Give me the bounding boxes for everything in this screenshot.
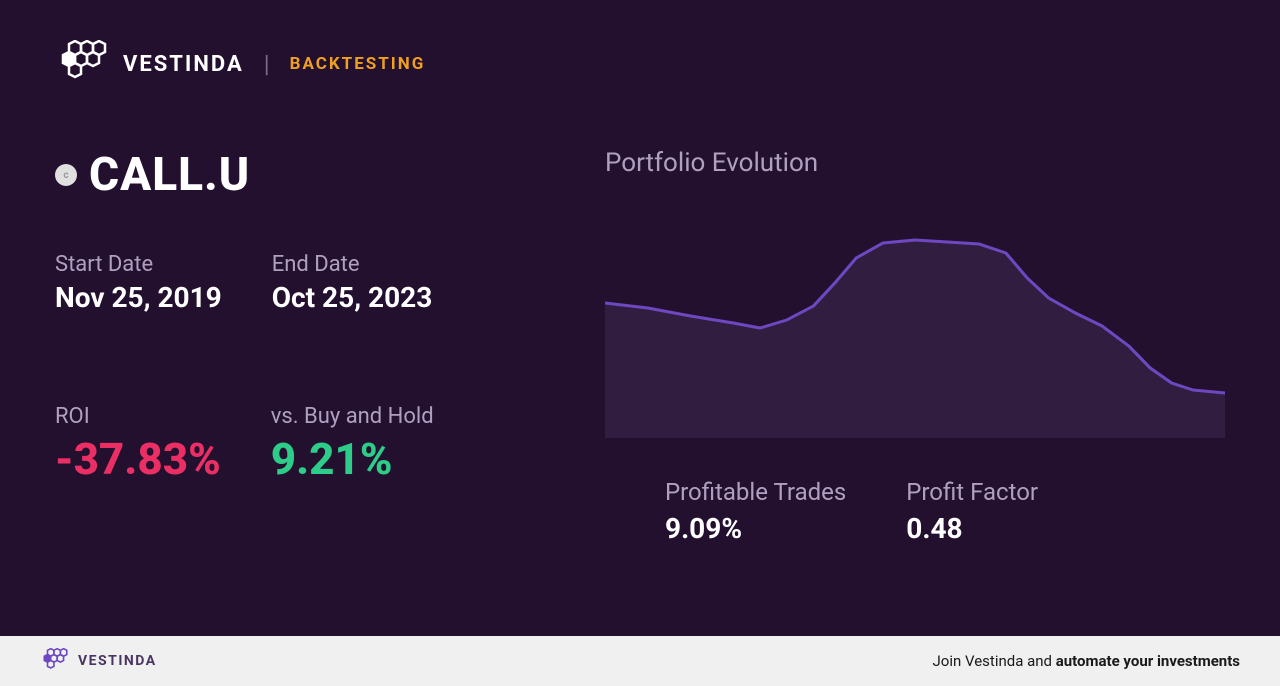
portfolio-chart	[605, 198, 1225, 438]
end-date-label: End Date	[272, 252, 433, 277]
roi-block: ROI -37.83%	[55, 404, 221, 485]
ticker-row: c CALL.U	[55, 148, 525, 202]
vestinda-footer-logo-icon	[40, 648, 70, 674]
roi-value: -37.83%	[55, 433, 221, 485]
header: VESTINDA | BACKTESTING	[55, 40, 1225, 88]
logo: VESTINDA	[55, 40, 244, 88]
end-date-block: End Date Oct 25, 2023	[272, 252, 433, 314]
footer-brand: VESTINDA	[78, 653, 157, 669]
footer-text-bold: automate your investments	[1056, 652, 1240, 670]
left-panel: c CALL.U Start Date Nov 25, 2019 End Dat…	[55, 148, 525, 545]
roi-label: ROI	[55, 404, 221, 429]
buyhold-label: vs. Buy and Hold	[271, 404, 434, 429]
divider: |	[264, 50, 270, 78]
section-label: BACKTESTING	[290, 54, 426, 74]
profitable-trades-label: Profitable Trades	[665, 478, 846, 506]
footer: VESTINDA Join Vestinda and automate your…	[0, 636, 1280, 686]
footer-logo: VESTINDA	[40, 648, 157, 674]
profitable-trades-block: Profitable Trades 9.09%	[665, 478, 846, 545]
start-date-value: Nov 25, 2019	[55, 281, 222, 314]
right-panel: Portfolio Evolution Profitable Trades 9.…	[605, 148, 1225, 545]
content: c CALL.U Start Date Nov 25, 2019 End Dat…	[55, 148, 1225, 545]
profit-factor-block: Profit Factor 0.48	[906, 478, 1038, 545]
start-date-block: Start Date Nov 25, 2019	[55, 252, 222, 314]
start-date-label: Start Date	[55, 252, 222, 277]
ticker-symbol: CALL.U	[89, 148, 250, 202]
profit-factor-label: Profit Factor	[906, 478, 1038, 506]
dates-row: Start Date Nov 25, 2019 End Date Oct 25,…	[55, 252, 525, 314]
footer-cta: Join Vestinda and automate your investme…	[933, 652, 1241, 670]
profitable-trades-value: 9.09%	[665, 512, 846, 545]
main-container: VESTINDA | BACKTESTING c CALL.U Start Da…	[0, 0, 1280, 625]
vestinda-logo-icon	[55, 40, 111, 88]
brand-name: VESTINDA	[123, 52, 244, 77]
metrics-row: ROI -37.83% vs. Buy and Hold 9.21%	[55, 404, 525, 485]
footer-text-prefix: Join Vestinda and	[933, 652, 1056, 670]
right-metrics: Profitable Trades 9.09% Profit Factor 0.…	[605, 478, 1225, 545]
buyhold-value: 9.21%	[271, 433, 434, 485]
buyhold-block: vs. Buy and Hold 9.21%	[271, 404, 434, 485]
end-date-value: Oct 25, 2023	[272, 281, 433, 314]
ticker-icon: c	[55, 164, 77, 186]
profit-factor-value: 0.48	[906, 512, 1038, 545]
chart-title: Portfolio Evolution	[605, 148, 1225, 178]
